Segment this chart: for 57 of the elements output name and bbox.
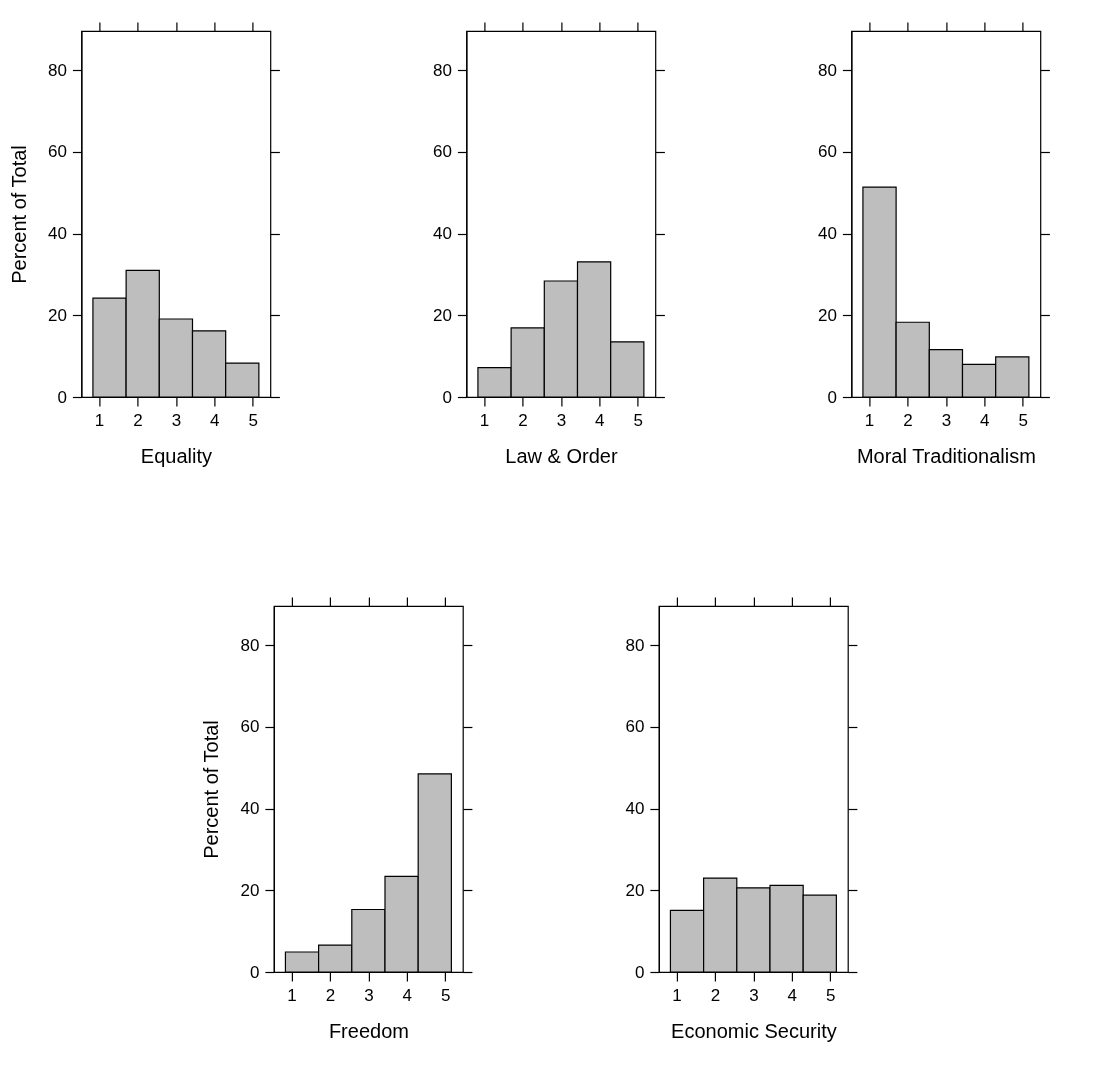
- y-tick-label: 20: [240, 880, 260, 900]
- y-tick-label: 40: [240, 799, 260, 819]
- y-tick-label: 0: [634, 962, 645, 982]
- x-axis-title: Law & Order: [505, 444, 618, 467]
- y-tick-label: 20: [625, 880, 645, 900]
- x-tick-label: 3: [556, 410, 567, 430]
- y-tick-label: 80: [432, 60, 452, 80]
- x-tick-label: 2: [903, 410, 913, 430]
- y-tick-label: 20: [47, 305, 67, 325]
- x-tick-label: 1: [672, 985, 682, 1005]
- x-axis-title: Freedom: [328, 1019, 409, 1042]
- x-tick-label: 4: [402, 985, 413, 1005]
- x-tick-label: 2: [710, 985, 721, 1005]
- x-tick-label: 3: [171, 410, 182, 430]
- y-tick-label: 0: [827, 387, 837, 407]
- x-axis-title: Equality: [140, 444, 212, 467]
- x-tick-label: 5: [633, 410, 643, 430]
- x-tick-label: 3: [941, 410, 952, 430]
- x-tick-label: 4: [787, 985, 798, 1005]
- x-tick-label: 3: [364, 985, 374, 1005]
- y-tick-label: 0: [249, 962, 260, 982]
- x-tick-label: 3: [749, 985, 759, 1005]
- y-tick-label: 40: [817, 224, 837, 244]
- y-tick-label: 60: [817, 142, 837, 162]
- y-tick-label: 80: [817, 60, 837, 80]
- x-tick-label: 1: [94, 410, 105, 430]
- x-tick-label: 5: [248, 410, 258, 430]
- x-tick-label: 4: [980, 410, 990, 430]
- x-tick-label: 2: [325, 985, 336, 1005]
- y-tick-label: 40: [47, 224, 67, 244]
- y-axis-title: Percent of Total: [7, 145, 30, 284]
- x-tick-label: 2: [133, 410, 143, 430]
- y-tick-label: 0: [442, 387, 452, 407]
- y-tick-label: 80: [625, 635, 645, 655]
- x-tick-label: 1: [479, 410, 490, 430]
- x-axis-title: Moral Traditionalism: [856, 444, 1036, 467]
- x-tick-label: 1: [864, 410, 875, 430]
- y-axis-title: Percent of Total: [200, 720, 223, 859]
- x-tick-label: 4: [595, 410, 605, 430]
- y-tick-label: 60: [625, 717, 645, 737]
- y-tick-label: 80: [240, 635, 260, 655]
- x-tick-label: 2: [518, 410, 528, 430]
- x-tick-label: 1: [287, 985, 297, 1005]
- x-tick-label: 5: [825, 985, 836, 1005]
- y-tick-label: 0: [57, 387, 67, 407]
- x-tick-label: 5: [1018, 410, 1028, 430]
- x-axis-title: Economic Security: [671, 1019, 837, 1042]
- y-tick-label: 80: [47, 60, 67, 80]
- y-tick-label: 20: [817, 305, 837, 325]
- y-tick-label: 60: [240, 717, 260, 737]
- y-tick-label: 60: [47, 142, 67, 162]
- x-tick-label: 4: [210, 410, 220, 430]
- x-tick-label: 5: [440, 985, 451, 1005]
- y-tick-label: 60: [432, 142, 452, 162]
- y-tick-label: 40: [625, 799, 645, 819]
- y-tick-label: 40: [432, 224, 452, 244]
- y-tick-label: 20: [432, 305, 452, 325]
